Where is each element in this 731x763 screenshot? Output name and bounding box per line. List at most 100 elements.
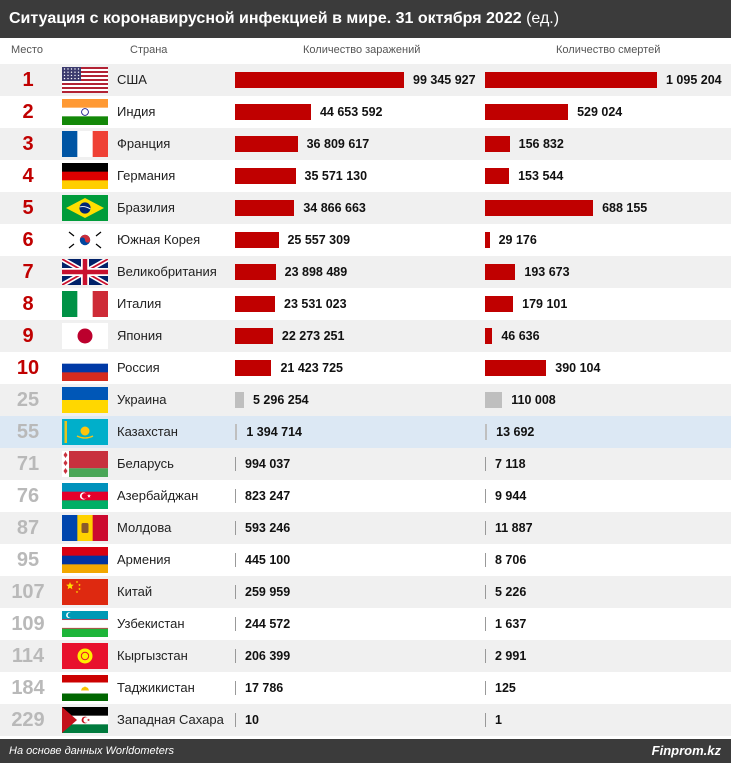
deaths-bar [485, 104, 569, 120]
rank-label: 2 [22, 101, 34, 123]
flag-japan-icon [62, 323, 108, 349]
cases-bar [235, 553, 236, 567]
category-label: Узбекистан [117, 616, 185, 631]
cases-bar [235, 713, 236, 727]
deaths-value-label: 8 706 [495, 553, 527, 567]
deaths-value-label: 7 118 [495, 457, 526, 471]
deaths-value-label: 156 832 [518, 137, 564, 151]
rank-label: 87 [16, 517, 40, 539]
footer-brand: Finprom.kz [651, 743, 721, 758]
table-row: 184 Таджикистан 17 786 125 [0, 672, 731, 704]
cases-value-label: 244 572 [245, 617, 291, 631]
cases-value-label: 259 959 [245, 585, 291, 599]
deaths-bar [485, 457, 486, 471]
category-label: Армения [117, 552, 171, 567]
cases-bar [235, 168, 296, 184]
deaths-value-label: 1 [495, 713, 502, 727]
cases-value-label: 994 037 [245, 457, 291, 471]
cases-value-label: 445 100 [245, 553, 291, 567]
table-row: 76 Азербайджан 823 247 9 944 [0, 480, 731, 512]
rank-label: 71 [16, 453, 40, 475]
deaths-bar [485, 489, 486, 503]
category-label: Западная Сахара [117, 712, 224, 727]
table-row: 55 Казахстан 1 394 714 13 692 [0, 416, 731, 448]
cases-value-label: 1 394 714 [246, 425, 302, 439]
rank-label: 114 [11, 645, 45, 667]
cases-bar [235, 296, 275, 312]
table-row: 71 Беларусь 994 037 7 118 [0, 448, 731, 480]
cases-bar [235, 424, 238, 440]
cases-value-label: 823 247 [245, 489, 291, 503]
deaths-bar [485, 72, 657, 88]
table-row: 9 Япония 22 273 251 46 636 [0, 320, 731, 352]
category-label: Бразилия [117, 200, 175, 215]
column-header-country: Страна [130, 44, 168, 56]
category-label: Япония [117, 328, 163, 343]
deaths-bar [485, 360, 547, 376]
table-row: 6 Южная Корея 25 557 309 29 176 [0, 224, 731, 256]
column-header-deaths: Количество смертей [556, 44, 661, 56]
cases-value-label: 99 345 927 [413, 73, 476, 87]
cases-value-label: 25 557 309 [287, 233, 351, 247]
category-label: США [117, 72, 147, 87]
flag-china-icon [62, 579, 108, 605]
column-header-rank: Место [11, 44, 43, 56]
table-row: 4 Германия 35 571 130 153 544 [0, 160, 731, 192]
rank-label: 6 [22, 229, 34, 251]
rank-label: 95 [16, 549, 40, 571]
deaths-value-label: 11 887 [495, 521, 533, 535]
table-row: 95 Армения 445 100 8 706 [0, 544, 731, 576]
deaths-value-label: 688 155 [602, 201, 648, 215]
flag-tajikistan-icon [62, 675, 108, 701]
rank-label: 76 [16, 485, 40, 507]
category-label: Азербайджан [117, 488, 199, 503]
rank-label: 109 [11, 613, 45, 635]
deaths-value-label: 2 991 [495, 649, 527, 663]
flag-kazakhstan-icon [62, 419, 108, 445]
cases-bar [235, 392, 244, 408]
table-row: 87 Молдова 593 246 11 887 [0, 512, 731, 544]
cases-bar [235, 617, 236, 631]
table-row: 25 Украина 5 296 254 110 008 [0, 384, 731, 416]
category-label: Южная Корея [117, 232, 201, 247]
flag-south-korea-icon [62, 227, 108, 253]
category-label: Франция [117, 136, 171, 151]
rank-label: 3 [22, 133, 34, 155]
cases-bar [235, 585, 236, 599]
cases-bar [235, 521, 236, 535]
cases-value-label: 22 273 251 [281, 329, 345, 343]
rank-label: 8 [22, 293, 34, 315]
rank-label: 7 [22, 261, 34, 283]
deaths-bar [485, 521, 486, 535]
flag-azerbaijan-icon [62, 483, 108, 509]
cases-bar [235, 72, 404, 88]
deaths-value-label: 1 637 [495, 617, 527, 631]
cases-value-label: 593 246 [245, 521, 291, 535]
deaths-value-label: 125 [495, 681, 516, 695]
table-row: 107 Китай 259 959 5 226 [0, 576, 731, 608]
category-label: Италия [117, 296, 162, 311]
flag-russia-icon [62, 355, 108, 381]
deaths-value-label: 390 104 [555, 361, 601, 375]
deaths-value-label: 13 692 [496, 425, 535, 439]
cases-value-label: 36 809 617 [306, 137, 370, 151]
flag-ukraine-icon [62, 387, 108, 413]
rank-label: 9 [22, 325, 34, 347]
flag-belarus-icon [62, 451, 108, 477]
rank-label: 5 [22, 197, 34, 219]
deaths-value-label: 5 226 [495, 585, 527, 599]
category-label: Индия [117, 104, 156, 119]
flag-moldova-icon [62, 515, 108, 541]
cases-value-label: 34 866 663 [303, 201, 366, 215]
deaths-bar [485, 585, 486, 599]
cases-bar [235, 264, 276, 280]
cases-value-label: 21 423 725 [280, 361, 343, 375]
cases-value-label: 23 898 489 [284, 265, 348, 279]
cases-bar [235, 489, 236, 503]
deaths-bar [485, 713, 486, 727]
rank-label: 25 [16, 389, 40, 411]
category-label: Беларусь [117, 456, 174, 471]
cases-value-label: 206 399 [245, 649, 291, 663]
column-header-cases: Количество заражений [303, 44, 421, 56]
cases-bar [235, 328, 273, 344]
